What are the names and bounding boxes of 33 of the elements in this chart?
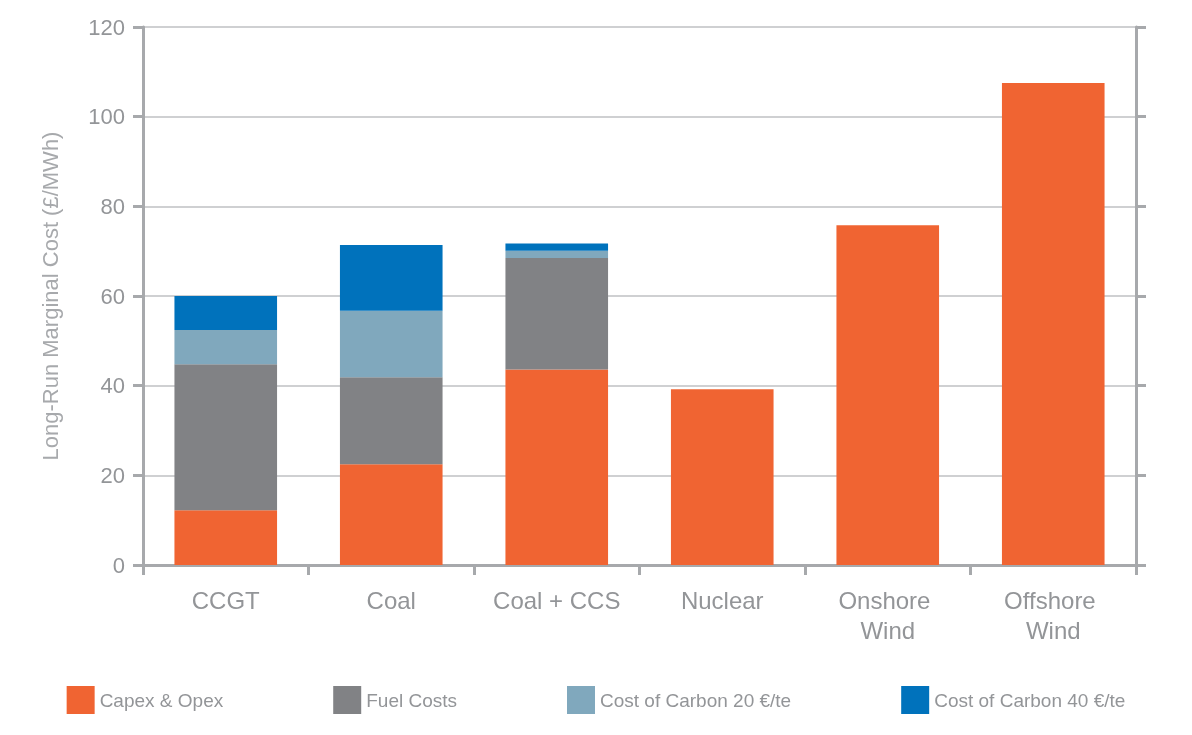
y-tick-label: 40 bbox=[100, 373, 125, 399]
y-tick-label: 80 bbox=[100, 193, 125, 219]
bar bbox=[174, 296, 278, 331]
legend-label: Cost of Carbon 20 €/te bbox=[600, 689, 792, 711]
bar bbox=[505, 250, 609, 258]
bar bbox=[339, 377, 443, 465]
bar bbox=[836, 225, 940, 565]
y-tick-label: 20 bbox=[100, 462, 125, 488]
y-tick-label: 60 bbox=[100, 283, 125, 309]
bar bbox=[174, 510, 278, 565]
bar bbox=[174, 330, 278, 365]
legend-label: Cost of Carbon 40 €/te bbox=[934, 689, 1126, 711]
legend-label: Fuel Costs bbox=[366, 689, 458, 711]
y-tick-label: 0 bbox=[112, 552, 125, 578]
bar bbox=[505, 243, 609, 251]
bar bbox=[339, 310, 443, 378]
bar bbox=[339, 244, 443, 311]
bar bbox=[174, 364, 278, 511]
bar bbox=[505, 369, 609, 565]
bar bbox=[505, 257, 609, 370]
x-tick-label: Coal + CCS bbox=[493, 586, 621, 614]
x-tick-label: Onshore Wind bbox=[838, 586, 938, 644]
y-tick-label: 100 bbox=[88, 104, 125, 130]
y-tick-label: 120 bbox=[88, 14, 125, 40]
legend-label: Capex & Opex bbox=[99, 689, 224, 711]
x-tick-label: Offshore Wind bbox=[1004, 586, 1103, 644]
y-axis-title: Long-Run Marginal Cost (£/MWh) bbox=[37, 131, 63, 461]
x-tick-label: CCGT bbox=[191, 586, 261, 614]
x-tick-label: Coal bbox=[366, 586, 416, 614]
bar bbox=[1001, 83, 1105, 565]
bar bbox=[339, 464, 443, 565]
bar bbox=[670, 389, 774, 565]
x-tick-label: Nuclear bbox=[680, 586, 764, 614]
